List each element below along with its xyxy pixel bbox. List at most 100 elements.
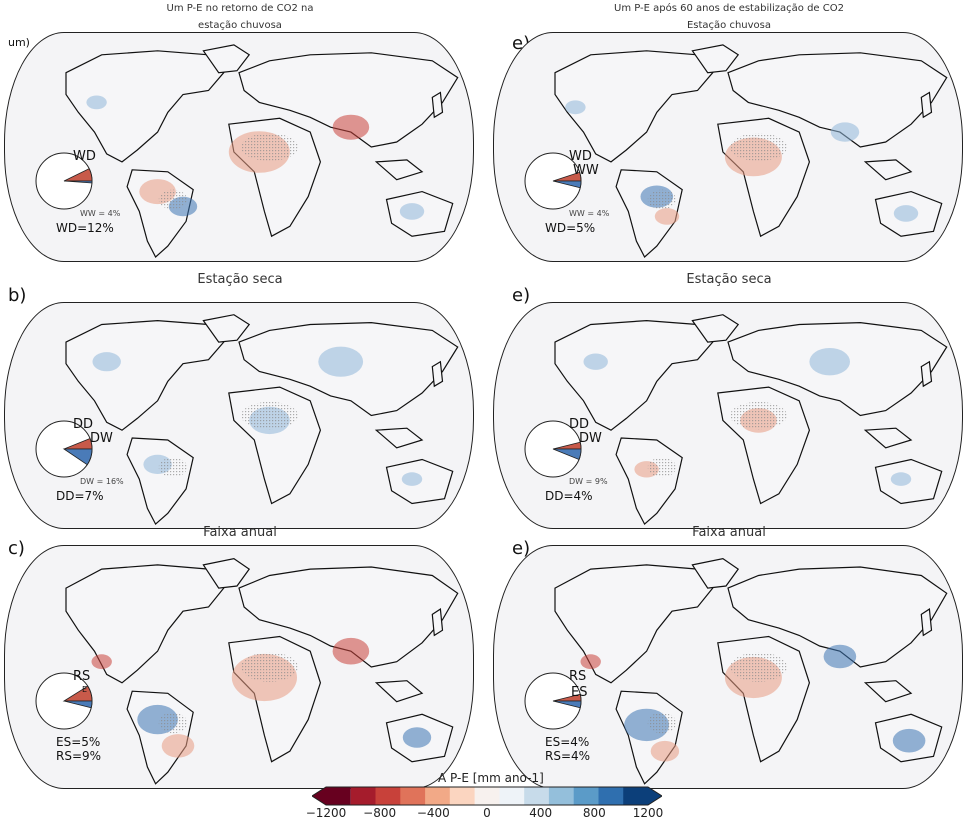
pie-svg [524, 672, 582, 730]
panel-label: um) [8, 36, 30, 49]
pie-wet-label: DW [579, 431, 602, 446]
colorbar-scale [312, 786, 662, 806]
colorbar-bin [449, 787, 476, 805]
pie-chart [34, 151, 96, 217]
world-map [493, 302, 963, 529]
landmass-indo [863, 427, 913, 449]
pie-stat: DD=4% [545, 489, 593, 503]
pie-dry-label: DD [569, 417, 590, 432]
panel-title: Estação seca [686, 272, 772, 287]
pie-stat: ES=5% [56, 734, 101, 749]
pie-chart [523, 419, 585, 485]
pie-dry-label: WD [73, 148, 96, 164]
landmass-greenland [691, 557, 740, 589]
colorbar-tick-label: 400 [529, 806, 553, 820]
panel-title: Faixa anual [203, 525, 277, 540]
landmass-na [65, 50, 225, 163]
landmass-na [554, 564, 714, 684]
landmass-japan [431, 360, 444, 388]
world-map [493, 32, 963, 262]
pie-dry-label: RS [73, 668, 91, 684]
world-map [4, 32, 474, 262]
pie-dry-label: WD [569, 148, 592, 164]
landmass-indo [374, 427, 424, 449]
colorbar-bin [474, 787, 500, 805]
landmass-na [65, 564, 225, 684]
world-map [4, 302, 474, 529]
colorbar-extend-min [312, 787, 351, 805]
panel-subtitle: Estação chuvosa [686, 20, 772, 31]
pie-wet-label: DW [90, 431, 113, 446]
pie-chart [34, 671, 96, 737]
colorbar-extend-max [623, 787, 662, 805]
panel-label: e) [512, 538, 531, 559]
landmass-japan [920, 360, 933, 388]
pie-stat: WD=5% [545, 220, 596, 235]
landmass-indo [374, 159, 424, 181]
landmass-japan [920, 608, 933, 637]
pie-stat-small: DW = 16% [80, 477, 124, 486]
pie-stat: RS=9% [56, 748, 102, 763]
pie-svg [35, 672, 93, 730]
colorbar-bin [499, 787, 525, 805]
landmass-na [554, 319, 714, 431]
panel-title: Faixa anual [692, 525, 766, 540]
pie-chart [34, 419, 96, 485]
landmass-eu [727, 566, 948, 668]
colorbar-title: A P-E [mm ano-1] [438, 771, 544, 785]
landmass-indo [863, 680, 913, 703]
pie-svg [524, 152, 582, 210]
colorbar-bin [524, 787, 550, 805]
pie-svg [35, 420, 93, 478]
landmass-greenland [202, 314, 251, 343]
pie-wet-label: WW [573, 162, 599, 178]
pie-stat: ES=4% [545, 734, 590, 749]
landmass-eu [238, 566, 459, 668]
panel-title: Estação seca [197, 272, 283, 287]
landmass-greenland [202, 557, 251, 589]
colorbar-bin [350, 787, 377, 805]
panel-title: Um P-E após 60 anos de estabilização de … [614, 3, 844, 14]
colorbar-bin [548, 787, 575, 805]
pie-dry-label: DD [73, 417, 94, 432]
colorbar-bin [598, 787, 624, 805]
pie-stat-small: DW = 9% [569, 477, 608, 486]
pie-wet-label: E [82, 684, 88, 694]
panel-title: Um P-E no retorno de CO2 na [166, 3, 314, 14]
landmass-indo [863, 159, 913, 181]
panel-subtitle: estação chuvosa [198, 20, 282, 31]
colorbar-bin [573, 787, 599, 805]
landmass-indo [374, 680, 424, 703]
pie-stat: WD=12% [56, 220, 114, 235]
pie-dry-label: RS [569, 668, 587, 684]
landmass-greenland [202, 44, 251, 74]
colorbar-bin [425, 787, 451, 805]
landmass-na [65, 319, 225, 431]
landmass-japan [431, 91, 444, 119]
colorbar-tick-label: −800 [363, 806, 397, 820]
panel-label: c) [8, 538, 25, 559]
colorbar-tick-label: −1200 [305, 806, 347, 820]
world-map [493, 545, 963, 789]
pie-stat-small: WW = 4% [569, 208, 610, 218]
colorbar-tick-label: 800 [582, 806, 606, 820]
pie-wet-label: ES [571, 684, 588, 700]
pie-stat-small: WW = 4% [80, 208, 121, 218]
pie-svg [524, 420, 582, 478]
landmass-greenland [691, 314, 740, 343]
colorbar-tick-label: −400 [416, 806, 450, 820]
pie-chart [523, 671, 585, 737]
pie-stat: RS=4% [545, 748, 591, 763]
landmass-eu [727, 52, 948, 148]
colorbar-bin [375, 787, 401, 805]
panel-label: e) [512, 285, 531, 306]
landmass-sa [615, 437, 683, 526]
landmass-eu [238, 52, 459, 148]
world-map [4, 545, 474, 789]
landmass-japan [431, 608, 444, 637]
landmass-na [554, 50, 714, 163]
colorbar-bin [400, 787, 426, 805]
landmass-greenland [691, 44, 740, 74]
panel-label: b) [8, 285, 27, 306]
colorbar-tick-label: 1200 [632, 806, 664, 820]
